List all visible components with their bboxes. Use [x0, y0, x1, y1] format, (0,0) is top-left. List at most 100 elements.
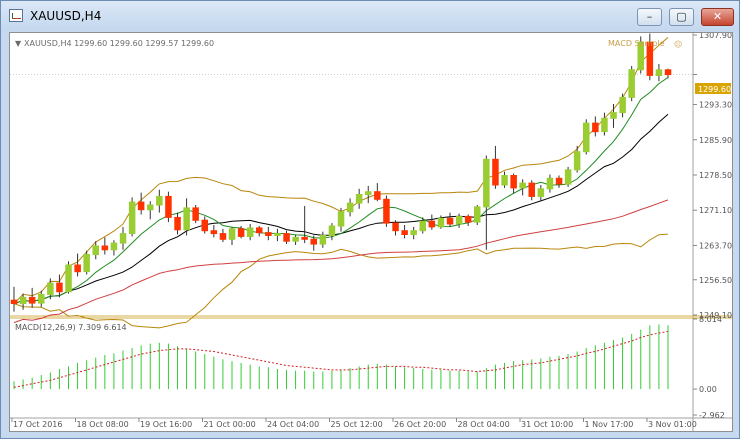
bear-candle [210, 230, 218, 235]
bear-candle [555, 177, 563, 185]
time-tick-label: 3 Nov 01:00 [648, 420, 697, 429]
bear-candle [174, 216, 181, 231]
bull-candle [110, 242, 118, 251]
time-tick-label: 21 Oct 00:00 [204, 420, 256, 429]
smiley-icon: ☹ [674, 40, 682, 49]
bull-candle [328, 225, 336, 236]
price-tick-label: 1285.90 [699, 136, 732, 145]
bear-candle [528, 182, 535, 197]
macd-signal-line [13, 330, 669, 388]
bull-candle [274, 233, 281, 237]
maximize-button[interactable]: ▢ [669, 8, 694, 26]
axes: 1307.90 1293.30 1285.90 1278.50 1271.10 1263.… [11, 33, 732, 429]
bear-candle [56, 282, 63, 293]
bull-candle [474, 206, 481, 223]
macd-panel [13, 324, 669, 390]
bull-candle [564, 169, 572, 185]
bull-candle [455, 215, 463, 225]
price-tick-label: 1271.10 [699, 206, 732, 215]
bull-candle [38, 294, 45, 304]
bull-candle [246, 227, 254, 237]
bear-candle [256, 227, 263, 234]
bear-candle [101, 245, 109, 251]
price-chart[interactable]: 1307.90 1293.30 1285.90 1278.50 1271.10 1263.… [10, 33, 732, 431]
bull-candle [365, 191, 372, 196]
bear-candle [237, 228, 245, 237]
bull-candle [83, 254, 90, 273]
bull-candle [637, 41, 644, 71]
bull-candle [183, 207, 190, 231]
title-bar[interactable]: XAUUSD,H4 – ▢ ✕ [1, 1, 739, 31]
bull-candle [583, 122, 590, 153]
chart-window-icon [9, 9, 23, 22]
bull-candle [628, 69, 635, 98]
bear-candle [664, 69, 672, 76]
bear-candle [510, 175, 517, 189]
chart-header-arrow: ▼ [15, 39, 22, 48]
bull-candle [655, 69, 663, 76]
bull-candle [19, 296, 27, 305]
price-tick-label: 1293.30 [699, 101, 732, 110]
price-tick-label: 1256.50 [699, 276, 732, 285]
price-tick-label: 1278.50 [699, 171, 732, 180]
minimize-button[interactable]: – [637, 8, 662, 26]
bear-candle [592, 122, 599, 133]
bull-candle [601, 117, 608, 133]
bear-candle [392, 222, 399, 232]
bear-candle [219, 233, 227, 240]
bull-candle [437, 217, 445, 228]
bear-candle [428, 220, 436, 228]
chart-area[interactable]: 1307.90 1293.30 1285.90 1278.50 1271.10 1263.… [9, 32, 733, 432]
bull-candle [292, 236, 299, 242]
bear-candle [401, 230, 408, 235]
grid [10, 33, 732, 431]
macd-tick-label: 8.014 [699, 315, 722, 324]
bull-candle [65, 264, 72, 293]
macd-tick-label: 0.00 [699, 385, 717, 394]
bull-candle [573, 151, 581, 171]
bear-candle [310, 238, 317, 245]
bear-candle [192, 207, 199, 221]
close-button[interactable]: ✕ [701, 8, 734, 26]
bull-candle [419, 220, 426, 232]
bull-candle [537, 188, 545, 197]
time-tick-label: 31 Oct 10:00 [521, 420, 573, 429]
bear-candle [301, 236, 308, 240]
chart-header: XAUUSD,H4 1299.60 1299.60 1299.57 1299.6… [24, 39, 214, 48]
time-tick-label: 1 Nov 17:00 [585, 420, 634, 429]
bull-candle [156, 195, 163, 206]
bear-candle [137, 201, 145, 211]
bear-candle [283, 233, 290, 242]
time-tick-label: 18 Oct 08:00 [77, 420, 129, 429]
bear-candle [28, 296, 36, 304]
bear-candle [265, 232, 272, 237]
price-tick-label: 1263.70 [699, 241, 732, 250]
bear-candle [374, 191, 381, 200]
time-tick-label: 19 Oct 16:00 [140, 420, 192, 429]
bull-candle [519, 182, 526, 189]
macd-label: MACD(12,26,9) 7.309 6.614 [15, 323, 127, 332]
bear-candle [464, 215, 472, 223]
bull-candle [147, 204, 154, 211]
bull-candle [128, 201, 136, 235]
bull-candle [483, 158, 490, 208]
bear-candle [201, 219, 208, 232]
bull-candle [119, 233, 127, 244]
window-title: XAUUSD,H4 [30, 9, 102, 23]
bull-candle [92, 245, 99, 256]
trend-ma-line [13, 199, 669, 324]
bull-candle [355, 194, 363, 204]
expert-advisor-name[interactable]: MACD Sample [608, 39, 665, 48]
time-tick-label: 25 Oct 12:00 [331, 420, 383, 429]
price-tick-label: 1249.10 [699, 311, 732, 320]
time-tick-label: 28 Oct 04:00 [458, 420, 510, 429]
bull-candle [319, 235, 327, 245]
price-tick-label: 1307.90 [699, 33, 732, 40]
bull-candle [228, 228, 236, 240]
current-price-label: 1299.60 [698, 85, 731, 94]
bear-candle [74, 264, 81, 273]
bull-candle [47, 282, 54, 296]
time-tick-label: 26 Oct 20:00 [394, 420, 446, 429]
time-tick-label: 17 Oct 2016 [13, 420, 62, 429]
time-tick-label: 24 Oct 04:00 [267, 420, 319, 429]
